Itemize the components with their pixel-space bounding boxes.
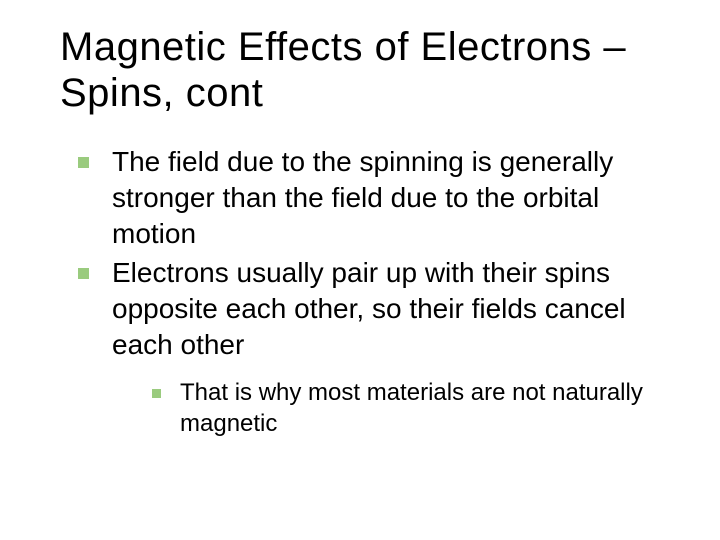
bullet-text: Electrons usually pair up with their spi…: [112, 257, 626, 360]
bullet-text: The field due to the spinning is general…: [112, 146, 613, 249]
bullet-text: That is why most materials are not natur…: [180, 379, 643, 437]
list-item: The field due to the spinning is general…: [78, 144, 680, 251]
slide: Magnetic Effects of Electrons – Spins, c…: [0, 0, 720, 540]
list-item: Electrons usually pair up with their spi…: [78, 255, 680, 439]
slide-title: Magnetic Effects of Electrons – Spins, c…: [60, 24, 680, 116]
list-item: That is why most materials are not natur…: [152, 377, 680, 439]
bullet-list-level2: That is why most materials are not natur…: [112, 377, 680, 439]
bullet-list-level1: The field due to the spinning is general…: [60, 144, 680, 439]
